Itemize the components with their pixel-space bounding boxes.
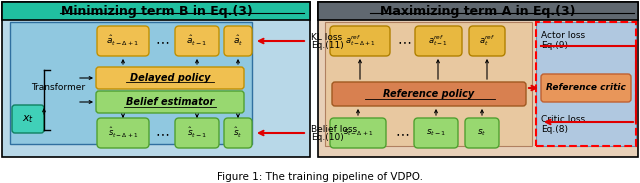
Bar — [2, 2, 310, 157]
Text: Eq.(10): Eq.(10) — [311, 134, 344, 143]
FancyBboxPatch shape — [97, 118, 149, 148]
FancyBboxPatch shape — [414, 118, 458, 148]
Text: $\hat{s}_{t-\Delta+1}$: $\hat{s}_{t-\Delta+1}$ — [108, 126, 138, 140]
Text: Delayed policy: Delayed policy — [130, 73, 211, 83]
Text: Critic loss: Critic loss — [541, 115, 585, 124]
Text: Reference critic: Reference critic — [546, 83, 626, 92]
Text: $\cdots$: $\cdots$ — [395, 126, 409, 140]
Text: $a^{ref}_{t-\Delta+1}$: $a^{ref}_{t-\Delta+1}$ — [344, 33, 376, 48]
FancyBboxPatch shape — [415, 26, 462, 56]
FancyBboxPatch shape — [96, 67, 244, 89]
Text: $\cdots$: $\cdots$ — [155, 34, 169, 48]
FancyBboxPatch shape — [175, 26, 219, 56]
FancyBboxPatch shape — [96, 91, 244, 113]
Text: $s_{t-\Delta+1}$: $s_{t-\Delta+1}$ — [343, 128, 373, 138]
Text: Minimizing term B in Eq.(3): Minimizing term B in Eq.(3) — [61, 5, 253, 18]
FancyBboxPatch shape — [332, 82, 526, 106]
FancyBboxPatch shape — [97, 26, 149, 56]
Text: Belief loss: Belief loss — [311, 124, 357, 134]
Text: $\cdots$: $\cdots$ — [155, 126, 169, 140]
Bar — [318, 2, 638, 157]
Bar — [536, 22, 636, 146]
Text: Belief estimator: Belief estimator — [126, 97, 214, 107]
Text: Maximizing term A in Eq.(3): Maximizing term A in Eq.(3) — [380, 5, 576, 18]
Text: $s_{t-1}$: $s_{t-1}$ — [426, 128, 446, 138]
Bar — [2, 2, 310, 20]
Text: Reference policy: Reference policy — [383, 89, 475, 99]
FancyBboxPatch shape — [330, 118, 386, 148]
Text: $x_t$: $x_t$ — [22, 113, 34, 125]
Text: KL loss: KL loss — [311, 33, 342, 42]
Text: $a^{ref}_{t-1}$: $a^{ref}_{t-1}$ — [428, 33, 448, 48]
FancyBboxPatch shape — [469, 26, 505, 56]
FancyBboxPatch shape — [12, 105, 44, 133]
Text: $\hat{a}_{t-\Delta+1}$: $\hat{a}_{t-\Delta+1}$ — [106, 34, 140, 48]
FancyBboxPatch shape — [224, 118, 252, 148]
Bar — [318, 2, 638, 20]
Text: $a^{ref}_t$: $a^{ref}_t$ — [479, 33, 495, 48]
Text: Figure 1: The training pipeline of VDPO.: Figure 1: The training pipeline of VDPO. — [217, 172, 423, 182]
Bar — [325, 22, 532, 146]
Bar — [536, 22, 636, 146]
FancyBboxPatch shape — [541, 74, 631, 102]
Bar — [10, 22, 252, 144]
Text: Eq.(8): Eq.(8) — [541, 126, 568, 135]
Text: $\hat{s}_{t-1}$: $\hat{s}_{t-1}$ — [187, 126, 207, 140]
FancyBboxPatch shape — [224, 26, 252, 56]
Text: $\hat{a}_{t-1}$: $\hat{a}_{t-1}$ — [186, 34, 207, 48]
Text: $\cdots$: $\cdots$ — [397, 34, 411, 48]
Text: Eq.(9): Eq.(9) — [541, 42, 568, 51]
FancyBboxPatch shape — [465, 118, 499, 148]
FancyBboxPatch shape — [330, 26, 390, 56]
FancyBboxPatch shape — [175, 118, 219, 148]
Text: Transformer: Transformer — [31, 83, 85, 92]
Text: $s_t$: $s_t$ — [477, 128, 486, 138]
Text: $\hat{a}_t$: $\hat{a}_t$ — [233, 34, 243, 48]
Text: Actor loss: Actor loss — [541, 31, 585, 40]
Text: $\hat{s}_t$: $\hat{s}_t$ — [233, 126, 243, 140]
Text: Eq.(11): Eq.(11) — [311, 42, 344, 51]
